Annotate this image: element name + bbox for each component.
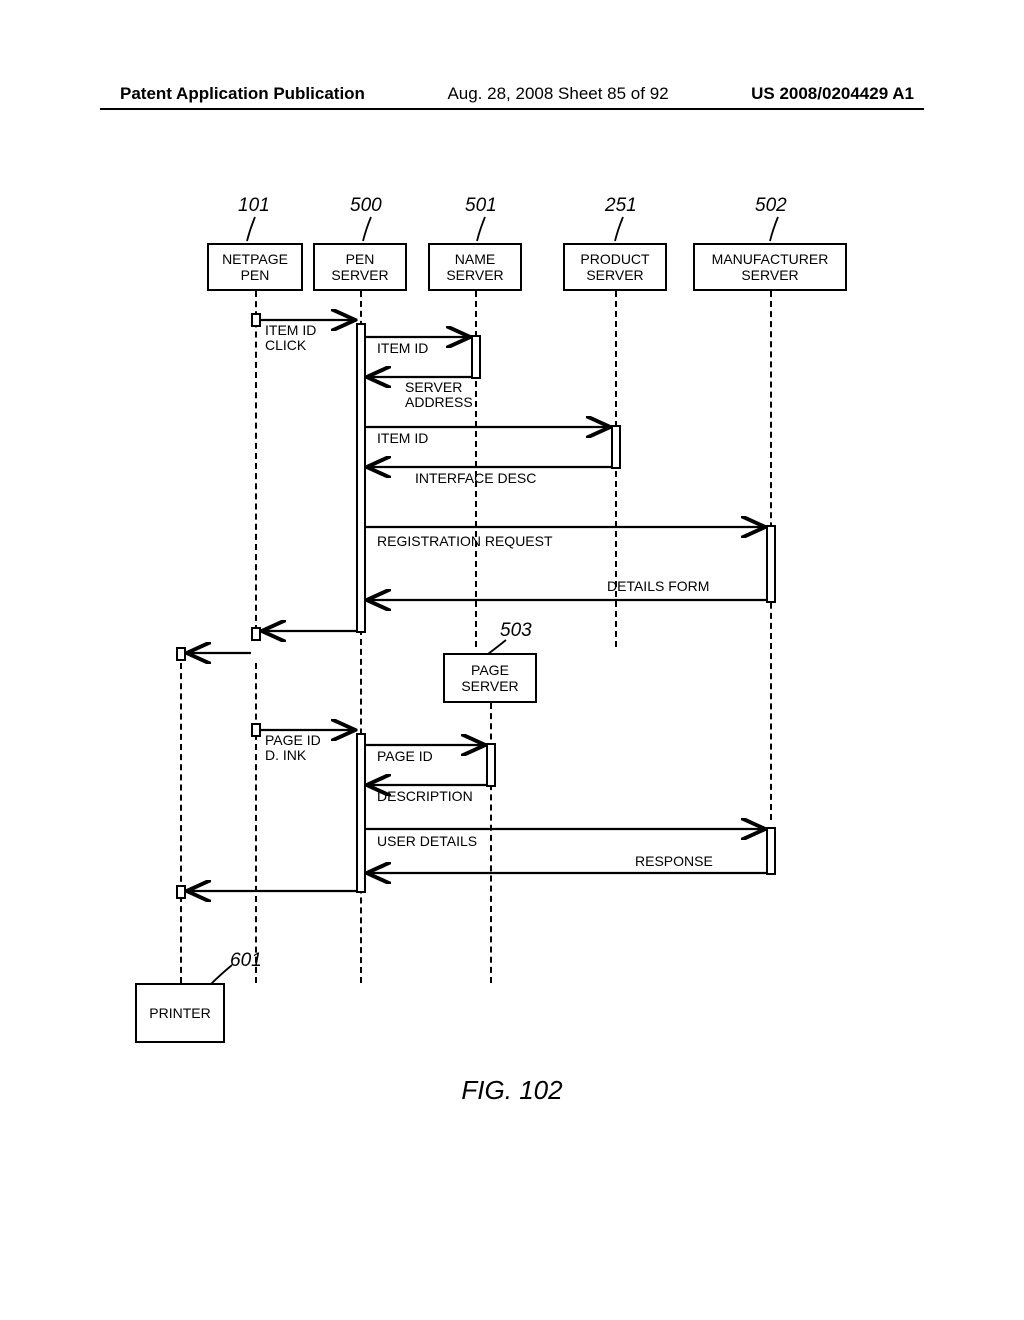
msg-item-id-click: ITEM ID CLICK: [265, 323, 316, 354]
header-right: US 2008/0204429 A1: [751, 84, 914, 104]
sequence-diagram: 101 500 501 251 502 NETPAGE PEN PEN SERV…: [145, 195, 885, 1025]
page-header: Patent Application Publication Aug. 28, …: [0, 84, 1024, 104]
msg-interface-desc: INTERFACE DESC: [415, 470, 536, 486]
msg-page-id: PAGE ID: [377, 748, 433, 764]
figure-caption: FIG. 102: [0, 1075, 1024, 1106]
msg-details-form: DETAILS FORM: [607, 578, 709, 594]
msg-item-id-2: ITEM ID: [377, 430, 428, 446]
header-left: Patent Application Publication: [120, 84, 365, 104]
msg-registration-request: REGISTRATION REQUEST: [377, 533, 553, 549]
header-center: Aug. 28, 2008 Sheet 85 of 92: [447, 84, 668, 104]
msg-page-id-dink: PAGE ID D. INK: [265, 733, 321, 764]
msg-description: DESCRIPTION: [377, 788, 473, 804]
msg-item-id-1: ITEM ID: [377, 340, 428, 356]
msg-user-details: USER DETAILS: [377, 833, 477, 849]
msg-response: RESPONSE: [635, 853, 713, 869]
header-divider: [100, 108, 924, 110]
message-arrows: [145, 195, 885, 1025]
msg-server-address: SERVER ADDRESS: [405, 380, 473, 411]
